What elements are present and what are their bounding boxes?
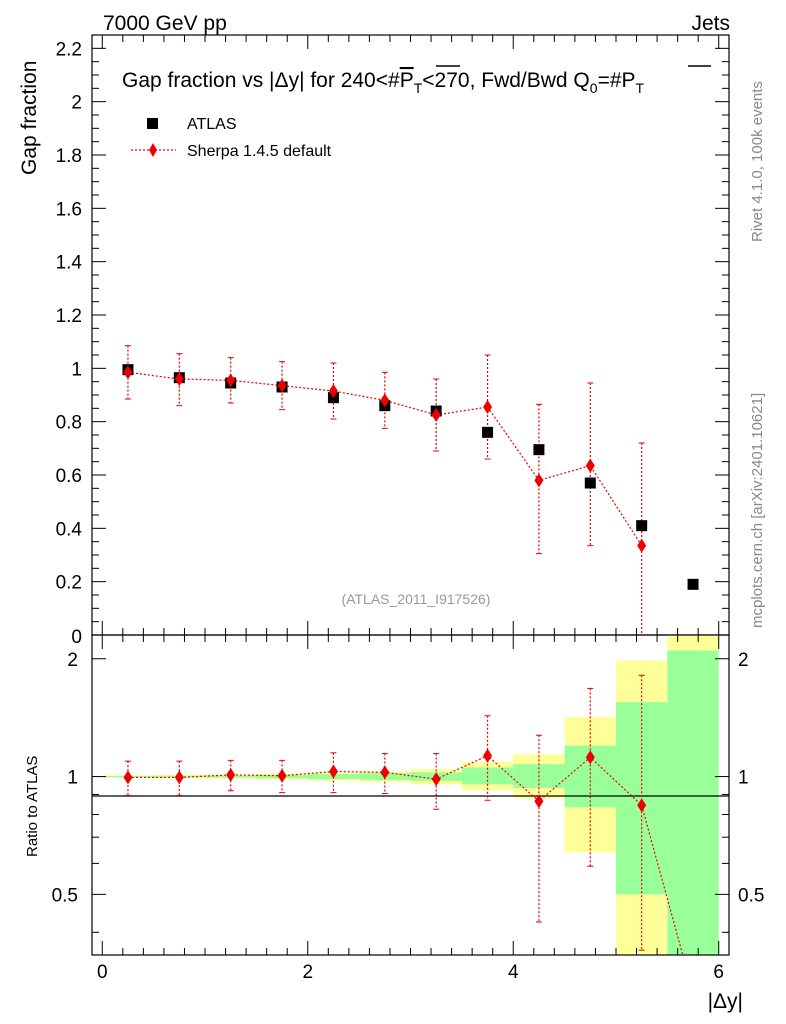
ratio-line (127, 755, 684, 956)
title-part-f: <270, Fwd/Bwd Q (422, 69, 590, 92)
ratio-frame (91, 634, 730, 956)
legend-sherpa-marker (149, 143, 157, 157)
ratio-point (431, 772, 441, 787)
x-tick-labels: 0 2 4 6 (97, 962, 724, 983)
collision-energy-label: 7000 GeV pp (103, 12, 227, 35)
title-part-g: 0 (590, 80, 598, 96)
ratio-point (123, 770, 133, 785)
x-tick-label: 6 (713, 962, 724, 983)
legend-atlas-label: ATLAS (187, 116, 237, 133)
ratio-series-layer (123, 674, 684, 956)
main-axis-ticks (92, 35, 729, 636)
ratio-point (637, 798, 647, 813)
ratio-point (174, 770, 184, 785)
ratio-point (483, 748, 493, 763)
main-ytick-label: 0.2 (56, 573, 82, 594)
main-ytick-label: 1.2 (56, 306, 82, 327)
main-panel: 0.2 0.4 0.6 0.8 1 1.2 1.4 1.6 1.8 2 2.2 0 (56, 34, 730, 648)
atlas-point (687, 578, 699, 590)
sherpa-point (328, 384, 338, 398)
main-title: Gap fraction vs |Δy| for 240<#PT<270, Fw… (122, 69, 645, 96)
main-ytick-label: 1.4 (56, 253, 83, 274)
ratio-ytick-label: 0.5 (52, 885, 78, 906)
title-part-c: y| for 240<# (289, 69, 400, 92)
title-part-j: T (636, 80, 645, 96)
ratio-ytick-label-right: 1 (738, 768, 749, 789)
title-part-e: T (414, 80, 423, 96)
title-part-a: Gap fraction vs | (122, 69, 275, 92)
sherpa-point (174, 372, 184, 386)
ratio-axis-ticks (92, 635, 729, 955)
ratio-point (277, 768, 287, 783)
ratio-point (585, 750, 595, 765)
main-ylabel: Gap fraction (18, 61, 41, 175)
sherpa-point (431, 408, 441, 422)
title-part-h: =# (598, 69, 622, 92)
atlas-point (636, 520, 648, 532)
x-tick-label: 4 (508, 962, 519, 983)
main-ytick-label: 0.4 (56, 519, 83, 540)
main-ytick-label: 1.6 (56, 199, 82, 220)
ratio-panel: 0.5 0.5 1 1 2 2 0 2 4 6 (52, 634, 765, 983)
ratio-point (226, 767, 236, 782)
ratio-point (534, 794, 544, 809)
sherpa-point (226, 373, 236, 388)
main-ytick-label: 0.8 (56, 413, 82, 434)
main-ytick-labels: 0.2 0.4 0.6 0.8 1 1.2 1.4 1.6 1.8 2 2.2 0 (56, 39, 83, 648)
sherpa-point (637, 538, 647, 553)
ratio-band-inner (667, 650, 719, 955)
ratio-ytick-label-right: 2 (738, 650, 749, 671)
ratio-ytick-label: 2 (67, 650, 78, 671)
ratio-ytick-label: 1 (67, 768, 78, 789)
analysis-watermark: (ATLAS_2011_I917526) (342, 591, 491, 607)
sherpa-point (277, 378, 287, 393)
ratio-ylabel: Ratio to ATLAS (24, 756, 41, 857)
legend-atlas-marker (147, 118, 158, 129)
title-part-d: P (400, 69, 414, 92)
atlas-point (533, 444, 545, 456)
main-ytick-label: 0.6 (56, 466, 82, 487)
main-ytick-label-zero: 0 (71, 627, 82, 648)
title-part-b: Δ (275, 69, 289, 92)
main-ytick-label: 1.8 (56, 146, 82, 167)
x-tick-label: 2 (302, 962, 313, 983)
ratio-point (380, 765, 390, 780)
x-tick-label: 0 (97, 962, 108, 983)
ratio-bands (102, 635, 719, 955)
main-ytick-label: 1 (71, 359, 82, 380)
ratio-point (328, 764, 338, 779)
main-ytick-label: 2 (71, 93, 82, 114)
process-label: Jets (691, 12, 730, 35)
legend: ATLAS Sherpa 1.4.5 default (131, 116, 332, 160)
sherpa-point (123, 365, 133, 380)
ratio-ytick-label-right: 0.5 (738, 885, 764, 906)
ratio-ytick-labels: 0.5 0.5 1 1 2 2 (52, 650, 765, 907)
legend-sherpa-label: Sherpa 1.4.5 default (187, 143, 332, 160)
atlas-point (482, 426, 494, 438)
mcplots-reference-label: mcplots.cern.ch [arXiv:2401.10621] (749, 393, 766, 628)
main-series-layer (122, 345, 699, 635)
xlabel: |Δy| (708, 990, 743, 1013)
sherpa-point (483, 400, 493, 414)
sherpa-point (585, 458, 595, 473)
title-part-i: P (622, 69, 636, 92)
rivet-version-label: Rivet 4.1.0, 100k events (749, 81, 766, 242)
sherpa-point (380, 393, 390, 408)
sherpa-point (534, 473, 544, 488)
main-ytick-label: 2.2 (56, 39, 82, 60)
atlas-point (584, 477, 596, 489)
